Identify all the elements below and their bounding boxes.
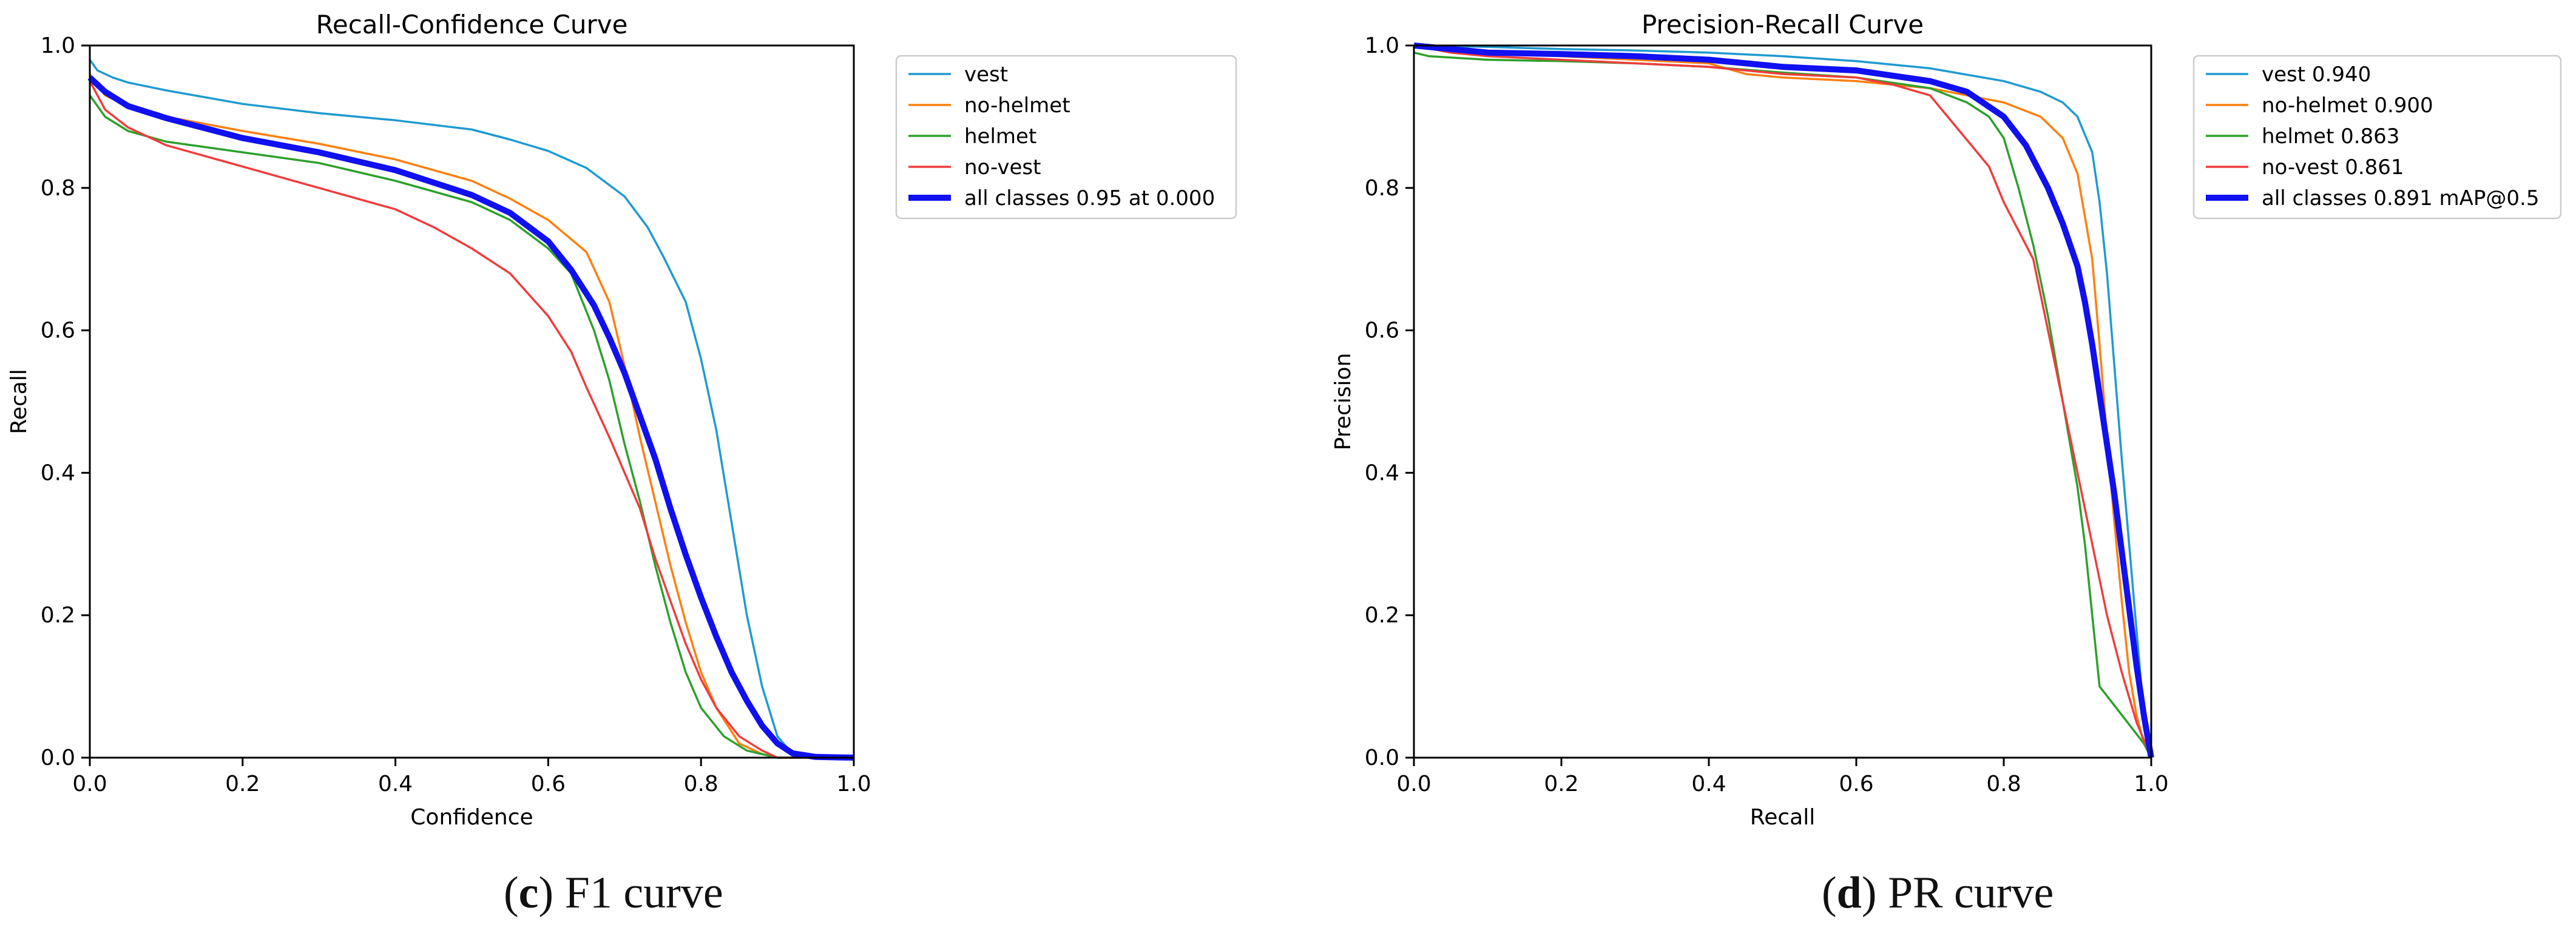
y-tick-label: 0.0 <box>1365 746 1399 770</box>
caption-c-text: F1 curve <box>553 868 723 918</box>
y-tick-label: 0.4 <box>1365 460 1399 485</box>
chart-title: Recall-Confidence Curve <box>316 10 628 39</box>
x-axis-label: Confidence <box>410 805 533 830</box>
legend: vest 0.940 no-helmet 0.900 helmet 0.863 no-… <box>2192 55 2562 220</box>
x-tick-label: 0.6 <box>1839 772 1873 796</box>
x-tick-label: 0.0 <box>72 772 107 796</box>
caption-c-letter: c <box>518 868 539 918</box>
axes-frame <box>89 44 855 759</box>
y-tick-label: 0.6 <box>1365 318 1399 343</box>
axes-frame <box>1413 44 2152 759</box>
chart-title: Precision-Recall Curve <box>1641 10 1924 39</box>
legend-label: helmet 0.863 <box>2262 124 2399 149</box>
plot-area <box>90 45 854 758</box>
plot-area <box>1414 45 2151 758</box>
x-tick-label: 0.0 <box>1396 772 1431 796</box>
y-tick-label: 0.8 <box>41 176 75 201</box>
caption-d-letter: d <box>1836 868 1862 918</box>
series-line-all <box>87 75 854 761</box>
legend-label: no-helmet 0.900 <box>2262 93 2433 118</box>
legend-box <box>895 55 1237 220</box>
series-line-vest <box>1413 44 2152 758</box>
x-tick-label: 0.4 <box>378 772 413 796</box>
x-tick-label: 0.6 <box>531 772 566 796</box>
y-tick-label: 0.8 <box>1365 176 1399 201</box>
legend-box <box>2192 55 2562 220</box>
legend-label: all classes 0.95 at 0.000 <box>964 186 1215 210</box>
series-line-all <box>1413 42 2154 758</box>
y-tick-label: 1.0 <box>1365 33 1399 58</box>
precision-recall-panel: 0.0 0.2 0.4 0.6 0.8 1.0 0.0 0.2 0.4 0.6 0.8 1.0 Prec… <box>1331 10 2562 830</box>
y-tick-label: 0.0 <box>41 746 75 770</box>
series-line-vest <box>89 59 854 759</box>
y-tick-label: 0.2 <box>1365 603 1399 628</box>
legend: vest no-helmet helmet no-vest all classes 0.… <box>895 55 1237 220</box>
x-tick-label: 0.2 <box>225 772 260 796</box>
series-line-no-vest <box>1413 44 2152 758</box>
y-tick-label: 0.6 <box>41 318 75 343</box>
caption-d-text: PR curve <box>1876 868 2054 918</box>
legend-label: helmet <box>964 124 1036 149</box>
x-tick-label: 0.2 <box>1544 772 1578 796</box>
caption-d: (d) PR curve <box>1822 868 2054 918</box>
legend-label: no-helmet <box>964 93 1070 118</box>
x-tick-label: 0.8 <box>684 772 718 796</box>
series-line-helmet <box>89 95 854 759</box>
legend-label: vest <box>964 62 1008 87</box>
y-axis-label: Recall <box>7 369 32 434</box>
x-tick-label: 0.4 <box>1691 772 1726 796</box>
legend-label: no-vest <box>964 155 1041 180</box>
series-line-no-helmet <box>1413 44 2152 758</box>
legend-label: no-vest 0.861 <box>2262 155 2404 180</box>
y-tick-label: 0.4 <box>41 460 75 485</box>
legend-label: vest 0.940 <box>2262 62 2371 87</box>
series-line-no-vest <box>89 80 854 759</box>
series-line-no-helmet <box>89 73 854 759</box>
y-axis-label: Precision <box>1331 353 1356 451</box>
y-tick-label: 1.0 <box>41 33 75 58</box>
x-tick-label: 0.8 <box>1986 772 2021 796</box>
recall-confidence-panel: 0.0 0.2 0.4 0.6 0.8 1.0 0.0 0.2 0.4 0.6 0.8 1.0 Reca… <box>7 10 1237 830</box>
x-tick-label: 1.0 <box>2134 772 2168 796</box>
caption-c: (c) F1 curve <box>504 868 723 918</box>
x-axis-label: Recall <box>1750 805 1815 830</box>
x-tick-label: 1.0 <box>836 772 871 796</box>
y-tick-label: 0.2 <box>41 603 75 628</box>
legend-label: all classes 0.891 mAP@0.5 <box>2262 186 2539 210</box>
